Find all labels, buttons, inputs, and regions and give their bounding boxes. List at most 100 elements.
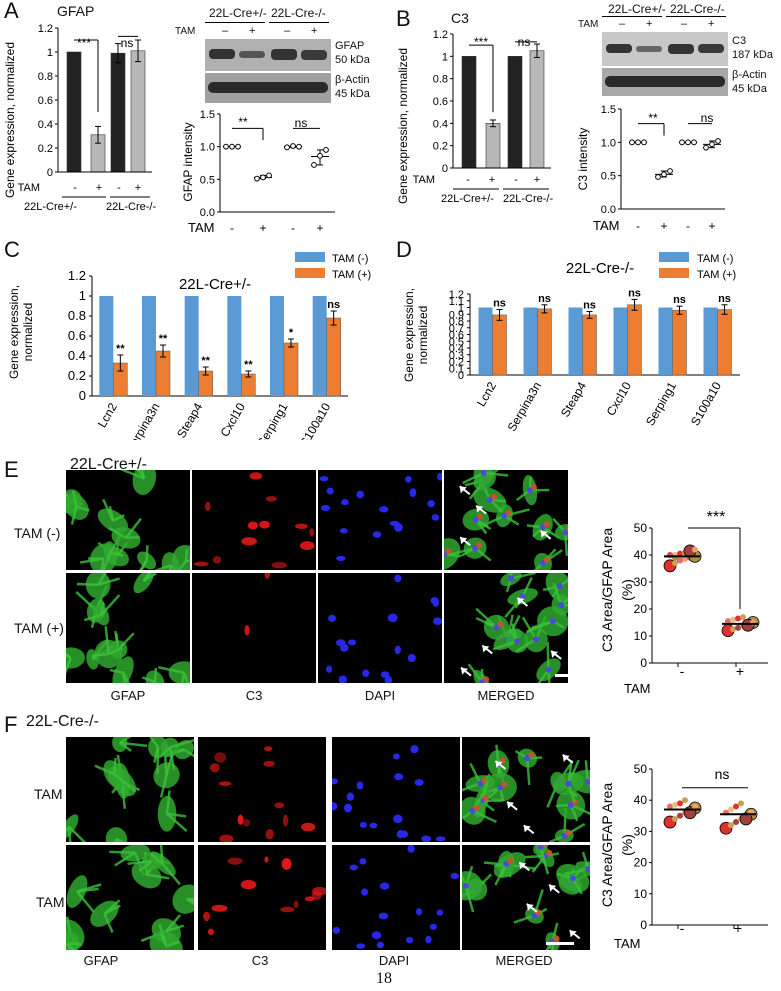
data-point [733, 803, 739, 810]
y-tick-label: 0.2 [38, 143, 53, 155]
bar [66, 51, 82, 173]
y-tick-label: 1.2 [38, 23, 53, 35]
channel-label: MERGED [495, 953, 553, 968]
chart-title: 22L-Cre+/- [179, 276, 251, 293]
tam-value: - [230, 221, 234, 235]
tam-value: - [117, 182, 121, 194]
blot-c3-band [602, 32, 728, 66]
tam-label: TAM [593, 218, 619, 233]
blot-band-kda: 187 kDa [732, 49, 773, 61]
sig-label: ** [244, 359, 253, 371]
legend-label: TAM (-) [332, 253, 368, 265]
category-label: Serping1 [643, 379, 679, 428]
blot-a: 22L-Cre+/- 22L-Cre-/- TAM – + – + GFAP 5… [175, 6, 400, 106]
bar [507, 56, 523, 169]
legend-label: TAM (-) [697, 253, 733, 265]
sig-b-main: *** [474, 35, 488, 49]
y-tick-label: 50 [634, 762, 648, 776]
y-tick-label: 0 [442, 163, 448, 175]
y-tick-label: 0 [79, 388, 86, 403]
bar-tam-minus [523, 307, 538, 375]
bar-tam-minus [227, 296, 242, 396]
bar-tam-plus [492, 314, 507, 376]
sig-label: ns [673, 294, 686, 306]
y-tick-label: 0.4 [433, 118, 448, 130]
tam-value: - [636, 219, 640, 233]
y-tick-label: 0.1 [449, 363, 464, 375]
sig-label: ** [159, 333, 168, 345]
y-tick-label: 1.2 [449, 289, 464, 301]
data-point [323, 147, 329, 153]
sig-a-quant-2: ns [295, 116, 308, 130]
y-tick-label: 0.5 [601, 171, 616, 183]
micrograph-merged [462, 737, 590, 842]
sig-label: ns [628, 287, 641, 299]
bar-tam-minus [568, 307, 583, 375]
bar-tam-minus [99, 296, 114, 396]
blot-band-label: C3 [732, 35, 747, 47]
tam-label: TAM [188, 220, 214, 235]
tam-value: + [259, 221, 266, 235]
sig-label: ns [493, 298, 506, 310]
y-axis-label: C3 Area/GFAP Area [599, 783, 615, 907]
y-axis-label: GFAP intensity [181, 122, 195, 201]
y-axis-label: normalized [416, 306, 430, 365]
category-label: S100a10 [688, 379, 724, 428]
data-point [235, 143, 241, 150]
data-point [703, 144, 709, 151]
bar-tam-minus [478, 307, 493, 375]
data-point [296, 143, 302, 150]
micrograph-merged [444, 573, 568, 683]
y-axis-label: C3 intensity [576, 128, 590, 191]
data-point [655, 174, 661, 180]
tam-value: - [686, 219, 690, 233]
y-tick-label: 20 [634, 856, 648, 870]
data-point [685, 139, 691, 146]
y-tick-label: 0.8 [68, 308, 86, 323]
channel-label: C3 [245, 688, 263, 703]
data-point [735, 624, 741, 631]
bar-tam-plus [627, 304, 642, 376]
micrograph-dapi [332, 845, 460, 950]
chart-a-gene-expression: Gene expression, normalized 0 0.2 0.4 0.6 0.… [3, 23, 156, 213]
bar-tam-plus [326, 317, 341, 397]
y-tick-label: 1 [79, 288, 86, 303]
y-tick-label: 0.7 [449, 323, 464, 335]
blot-tam-label: TAM [175, 26, 196, 37]
micrograph-dapi [318, 470, 442, 570]
y-tick-label: 1.0 [200, 142, 215, 154]
y-tick-label: 0.8 [433, 74, 448, 86]
legend-swatch [659, 268, 689, 278]
y-tick-label: 10 [634, 629, 648, 643]
category-label: Serpina3n [123, 401, 162, 441]
sig-label: ns [718, 293, 731, 305]
panel-letter-c: C [4, 237, 20, 262]
y-tick-label: 0.8 [449, 316, 464, 328]
channel-label: MERGED [477, 688, 535, 703]
sig-b-quant-2: ns [701, 111, 714, 125]
legend-label: TAM (+) [697, 269, 736, 281]
blot-band-label: β-Actin [732, 69, 767, 81]
micrograph-gfap [66, 737, 194, 842]
bar [461, 56, 477, 169]
blot-band-kda: 50 kDa [335, 54, 370, 66]
data-point [728, 806, 734, 813]
sig-a-main: *** [77, 36, 91, 50]
sig-f: ns [715, 766, 730, 782]
channel-label: GFAP [110, 688, 146, 703]
data-point [677, 812, 683, 819]
bar-tam-plus [283, 342, 299, 397]
data-point [667, 168, 673, 174]
y-tick-label: 0.5 [449, 336, 464, 348]
y-axis-label: (%) [619, 579, 635, 601]
bar-tam-minus [270, 296, 284, 396]
data-point [692, 546, 698, 553]
y-tick-label: 0.5 [200, 174, 215, 186]
tam-value: + [734, 920, 742, 936]
y-axis-label: normalized [21, 303, 35, 362]
micrograph-c3 [198, 737, 326, 842]
sig-label: ns [538, 293, 551, 305]
data-point [284, 144, 290, 151]
y-tick-label: 0.0 [601, 204, 616, 216]
bar [485, 123, 501, 169]
